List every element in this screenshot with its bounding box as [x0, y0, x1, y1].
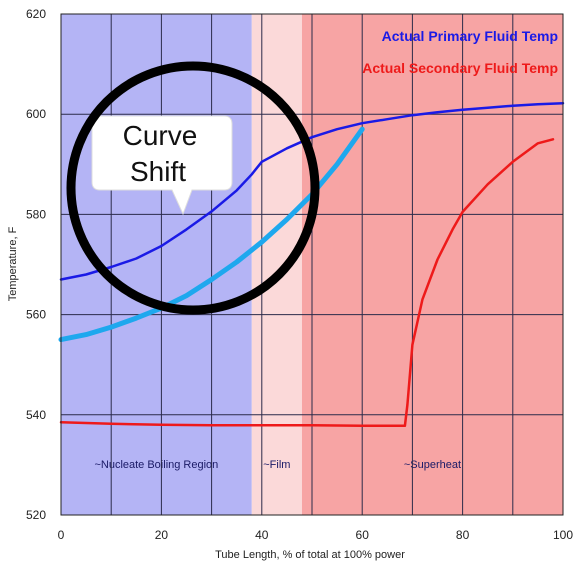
legend-item-secondary: Actual Secondary Fluid Temp [362, 60, 558, 76]
y-tick-label-580: 580 [26, 207, 46, 221]
x-tick-label-40: 40 [255, 528, 269, 542]
region-label-2: ~Superheat [404, 459, 461, 471]
curve-shift-callout: Curve Shift [66, 61, 320, 315]
region-2 [301, 14, 563, 515]
plot-border [60, 13, 564, 516]
x-axis-label: Tube Length, % of total at 100% power [215, 549, 405, 561]
region-labels: ~Nucleate Boiling Region ~Film ~Superheat [94, 459, 461, 471]
series-line-0 [59, 101, 565, 281]
legend: Actual Primary Fluid Temp Actual Seconda… [362, 28, 558, 76]
region-label-0: ~Nucleate Boiling Region [94, 459, 218, 471]
y-tick-label-620: 620 [26, 7, 46, 21]
y-tick-label-540: 540 [26, 408, 46, 422]
y-tick-label-600: 600 [26, 107, 46, 121]
y-tick-label-560: 560 [26, 308, 46, 322]
legend-item-primary: Actual Primary Fluid Temp [382, 28, 558, 44]
series-line-2 [59, 138, 555, 428]
x-tick-label-60: 60 [356, 528, 370, 542]
y-tick-label-520: 520 [26, 508, 46, 522]
callout-text-line-1: Curve [123, 120, 198, 151]
y-tick-labels: 520 540 560 580 600 620 [26, 7, 46, 522]
callout-text-line-2: Shift [130, 156, 186, 187]
plot-frame [60, 13, 564, 516]
callout-circle [66, 61, 320, 315]
region-label-1: ~Film [263, 459, 290, 471]
x-tick-labels: 0 20 40 60 80 100 [58, 528, 574, 542]
x-tick-label-0: 0 [58, 528, 65, 542]
x-tick-label-20: 20 [155, 528, 169, 542]
y-axis-label: Temperature, F [7, 226, 19, 301]
x-tick-label-80: 80 [456, 528, 470, 542]
x-tick-label-100: 100 [553, 528, 573, 542]
region-0 [61, 14, 252, 515]
